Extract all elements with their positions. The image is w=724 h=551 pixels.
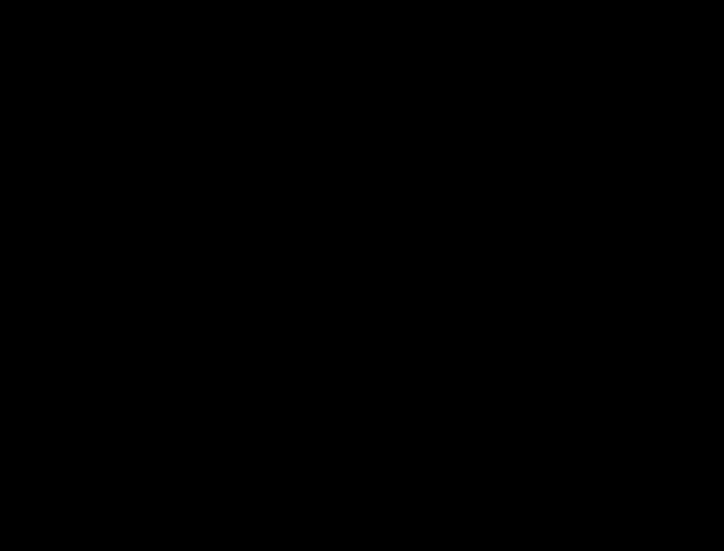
blank-screen xyxy=(0,0,724,551)
